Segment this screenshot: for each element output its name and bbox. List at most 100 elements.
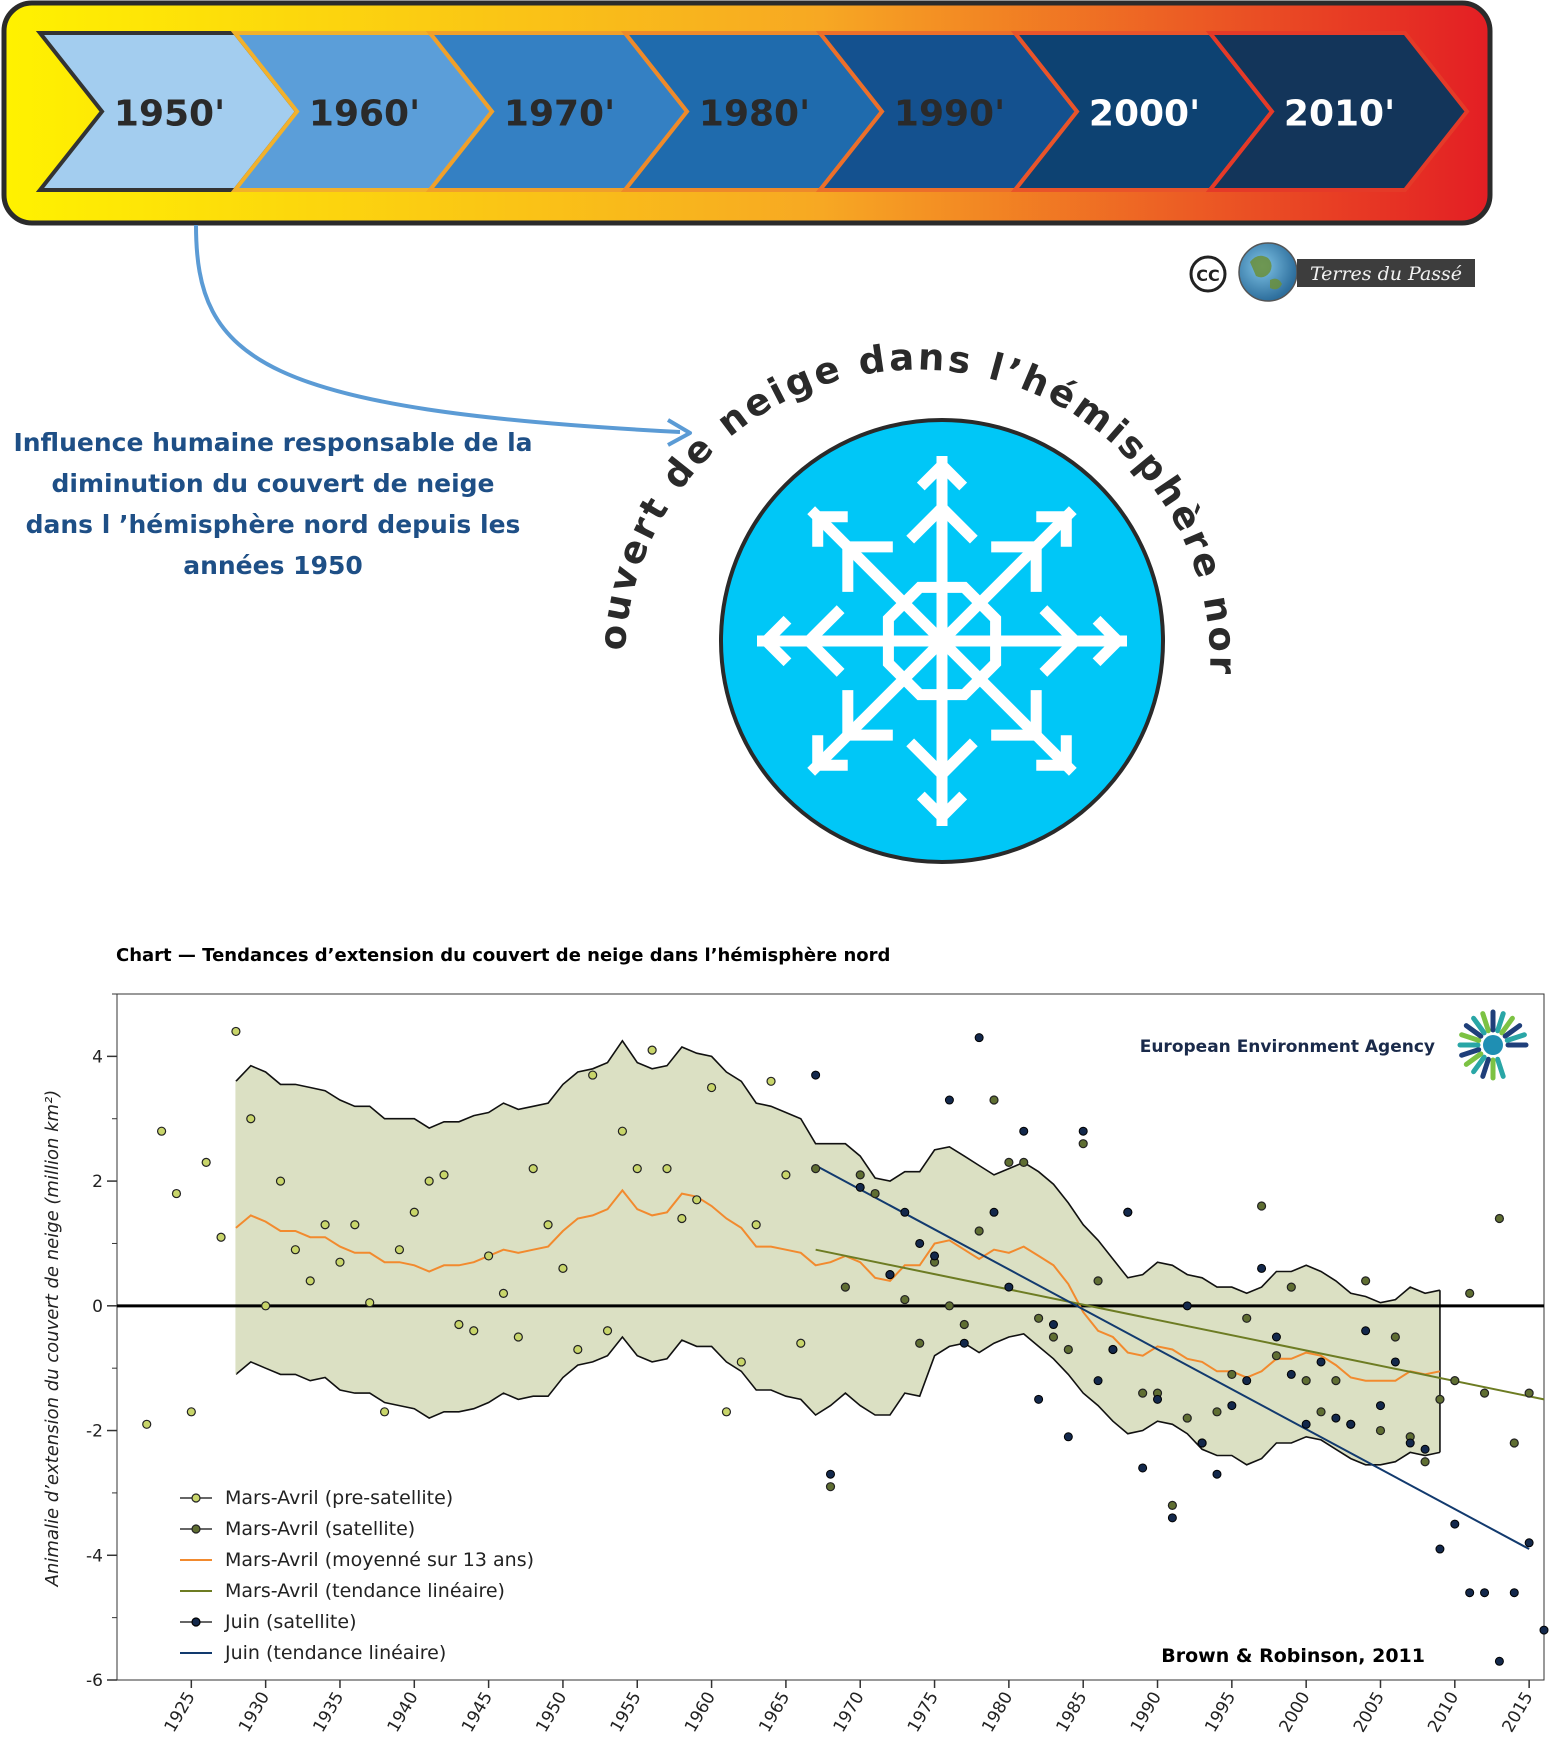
march-april-presat-point bbox=[498, 1288, 509, 1298]
legend-label: Juin (tendance linéaire) bbox=[224, 1642, 446, 1664]
march-april-sat-point bbox=[900, 1294, 910, 1305]
march-april-sat-point bbox=[959, 1319, 969, 1330]
march-april-presat-point bbox=[454, 1319, 464, 1330]
june-sat-point bbox=[915, 1238, 925, 1248]
x-tick-label: 1980 bbox=[978, 1689, 1017, 1736]
june-sat-point bbox=[930, 1251, 940, 1261]
legend-swatch-marker bbox=[191, 1617, 201, 1627]
march-april-presat-point bbox=[647, 1045, 657, 1055]
march-april-presat-point bbox=[736, 1357, 746, 1367]
march-april-presat-point bbox=[617, 1126, 627, 1136]
march-april-sat-point bbox=[1242, 1313, 1252, 1323]
march-april-presat-point bbox=[662, 1164, 672, 1174]
legend-label: Mars-Avril (tendance linéaire) bbox=[225, 1580, 505, 1602]
march-april-presat-point bbox=[216, 1232, 226, 1242]
attribution: CC Terres du Passé bbox=[1189, 242, 1475, 302]
x-tick-label: 2010 bbox=[1424, 1689, 1463, 1736]
june-sat-point bbox=[811, 1070, 821, 1080]
june-sat-point bbox=[1450, 1519, 1460, 1529]
march-april-sat-point bbox=[1138, 1388, 1148, 1398]
march-april-sat-point bbox=[1271, 1351, 1282, 1361]
decade-chevrons: 1950' 1960' 1970' 1980' 1990' 2000' 2010' bbox=[35, 31, 1470, 192]
march-april-presat-point bbox=[543, 1220, 553, 1230]
statement-line-4: années 1950 bbox=[183, 551, 363, 580]
march-april-presat-point bbox=[439, 1170, 449, 1180]
march-april-presat-point bbox=[513, 1332, 523, 1342]
march-april-presat-point bbox=[706, 1082, 717, 1093]
y-tick-label: -6 bbox=[86, 1671, 103, 1691]
x-tick-label: 1990 bbox=[1127, 1689, 1166, 1736]
march-april-sat-point bbox=[1390, 1332, 1400, 1342]
march-april-presat-point bbox=[692, 1195, 702, 1205]
march-april-presat-point bbox=[573, 1344, 583, 1355]
brand-name: Terres du Passé bbox=[1310, 263, 1462, 285]
june-sat-point bbox=[1361, 1326, 1371, 1336]
march-april-presat-point bbox=[394, 1245, 405, 1255]
march-april-sat-point bbox=[1479, 1388, 1490, 1398]
june-sat-point bbox=[826, 1469, 835, 1479]
x-tick-label: 1965 bbox=[755, 1689, 794, 1736]
march-april-sat-point bbox=[1509, 1438, 1519, 1448]
march-april-presat-point bbox=[171, 1188, 182, 1199]
march-april-presat-point bbox=[290, 1245, 300, 1255]
snowflake-icon bbox=[757, 456, 1127, 826]
snowflake-branch bbox=[1039, 605, 1080, 645]
june-sat-point bbox=[1271, 1332, 1281, 1342]
snowflake-branch bbox=[1092, 637, 1122, 667]
legend-label: Juin (satellite) bbox=[224, 1611, 357, 1633]
march-april-presat-point bbox=[766, 1076, 776, 1086]
march-april-presat-point bbox=[528, 1164, 538, 1174]
march-april-presat-point bbox=[469, 1326, 479, 1336]
legend-swatch-marker bbox=[191, 1524, 201, 1534]
snowflake-branch bbox=[804, 605, 845, 645]
march-april-sat-point bbox=[1435, 1394, 1445, 1404]
decade-label: 1960' bbox=[309, 94, 420, 135]
eea-emblem-ray bbox=[1463, 1023, 1484, 1039]
june-sat-point bbox=[855, 1182, 865, 1192]
march-april-sat-point bbox=[1093, 1276, 1103, 1286]
march-april-sat-point bbox=[1301, 1376, 1311, 1386]
statement-line-1: Influence humaine responsable de la bbox=[13, 428, 532, 457]
x-tick-label: 1945 bbox=[458, 1689, 497, 1736]
x-tick-label: 2000 bbox=[1276, 1689, 1315, 1736]
snowflake-branch bbox=[804, 637, 845, 677]
june-sat-point bbox=[1048, 1320, 1058, 1330]
june-sat-point bbox=[1227, 1401, 1237, 1411]
june-sat-point bbox=[1153, 1394, 1163, 1404]
june-sat-point bbox=[974, 1033, 984, 1043]
y-tick-label: 2 bbox=[92, 1172, 103, 1192]
statement-line-2: diminution du couvert de neige bbox=[51, 469, 494, 498]
march-april-presat-point bbox=[751, 1220, 761, 1230]
march-april-sat-point bbox=[1078, 1139, 1088, 1149]
march-april-presat-point bbox=[275, 1176, 286, 1186]
globe-land bbox=[1250, 255, 1282, 290]
x-tick-label: 1985 bbox=[1053, 1689, 1092, 1736]
moving-average-line bbox=[235, 1188, 1441, 1382]
eea-emblem-ray bbox=[1459, 1047, 1482, 1058]
eea-emblem-ray bbox=[1495, 1011, 1506, 1034]
march-april-presat-point bbox=[246, 1114, 256, 1124]
snowflake-branch bbox=[938, 461, 968, 491]
march-april-presat-point bbox=[305, 1276, 315, 1286]
chart-title: Chart — Tendances d’extension du couvert… bbox=[116, 945, 890, 966]
june-sat-point bbox=[944, 1095, 954, 1105]
june-sat-point bbox=[1480, 1588, 1490, 1598]
brand-plate bbox=[1297, 259, 1475, 287]
june-sat-point bbox=[1435, 1544, 1445, 1554]
march-april-sat-point bbox=[989, 1095, 999, 1105]
march-april-sat-point bbox=[811, 1164, 821, 1174]
june-sat-point bbox=[1301, 1419, 1311, 1429]
march-april-presat-point bbox=[602, 1326, 613, 1336]
citation: Brown & Robinson, 2011 bbox=[1161, 1645, 1425, 1667]
march-april-presat-point bbox=[186, 1407, 196, 1417]
range-upper-line bbox=[235, 1039, 1441, 1304]
march-april-sat-point bbox=[1019, 1157, 1029, 1167]
y-tick-label: -2 bbox=[86, 1422, 103, 1442]
legend-swatch-marker bbox=[191, 1493, 201, 1503]
march-april-presat-point bbox=[721, 1407, 732, 1417]
march-april-sat-point bbox=[1286, 1282, 1296, 1292]
snowflake-branch bbox=[938, 738, 978, 779]
june-sat-point bbox=[959, 1338, 969, 1348]
march-april-sat-point bbox=[944, 1301, 955, 1311]
june-sat-point bbox=[1465, 1588, 1475, 1598]
